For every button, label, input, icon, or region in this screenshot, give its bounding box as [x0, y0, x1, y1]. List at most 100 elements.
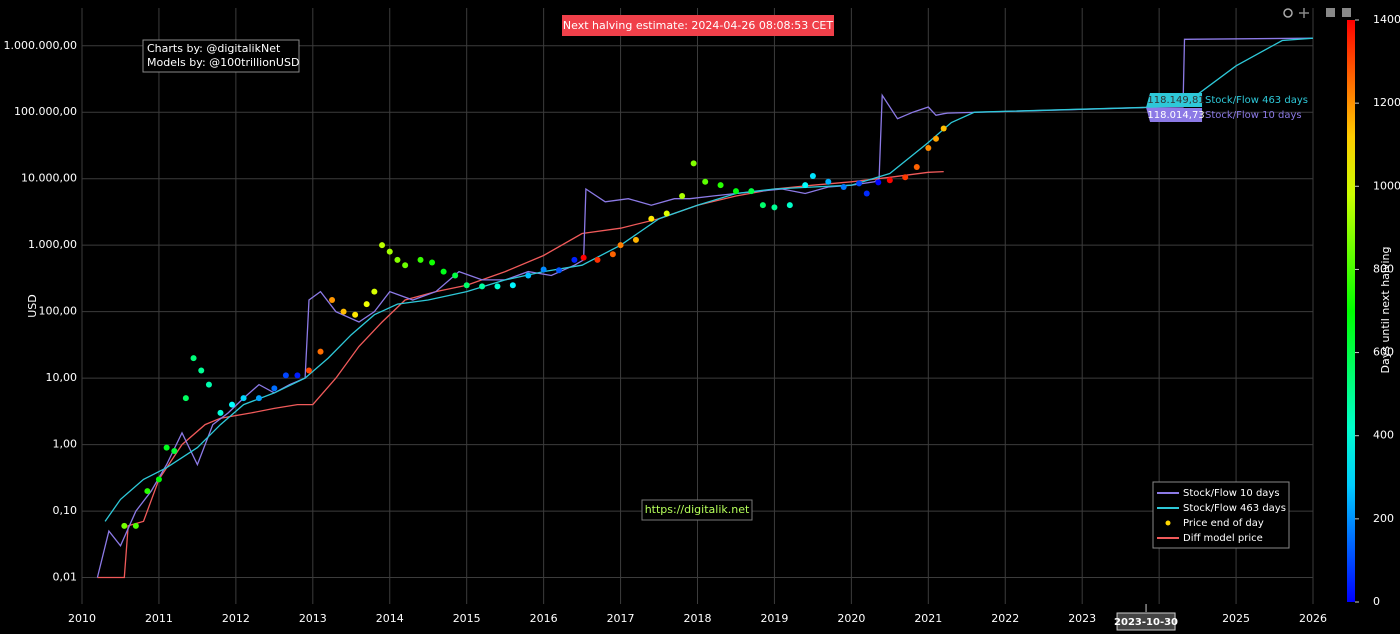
colorbar-tick-label: 400 — [1373, 429, 1394, 442]
hover-x-label: 2023-10-30 — [1114, 617, 1178, 628]
zoom-icon[interactable] — [1283, 8, 1293, 18]
series-line — [104, 37, 1313, 522]
price-point — [205, 381, 212, 388]
price-point — [594, 256, 601, 263]
colorbar-tick-label: 1200 — [1373, 96, 1400, 109]
price-point — [875, 179, 882, 186]
plot-area — [96, 37, 1313, 579]
price-point — [648, 215, 655, 222]
x-tick-label: 2018 — [684, 612, 712, 625]
legend-label: Diff model price — [1183, 533, 1263, 544]
price-point — [340, 308, 347, 315]
series-line — [96, 37, 1313, 578]
price-point — [240, 395, 247, 402]
price-point — [802, 182, 809, 189]
price-point — [679, 192, 686, 199]
price-point — [690, 160, 697, 167]
price-point — [732, 188, 739, 195]
price-point — [352, 311, 359, 318]
price-point — [417, 256, 424, 263]
price-point — [171, 448, 178, 455]
price-point — [556, 267, 563, 274]
colorbar-tick-label: 800 — [1373, 262, 1394, 275]
price-point — [282, 372, 289, 379]
price-point — [617, 242, 624, 249]
hover-value: 118.014,73 — [1147, 110, 1204, 121]
hover-series: Stock/Flow 463 days — [1205, 95, 1308, 106]
x-tick-label: 2013 — [299, 612, 327, 625]
legend-label: Price end of day — [1183, 518, 1264, 529]
price-point — [329, 296, 336, 303]
zoom-in-icon[interactable] — [1326, 8, 1335, 17]
x-tick-label: 2015 — [453, 612, 481, 625]
x-tick-label: 2022 — [991, 612, 1019, 625]
price-point — [394, 256, 401, 263]
price-point — [386, 248, 393, 255]
price-point — [886, 177, 893, 184]
halving-text: Next halving estimate: 2024-04-26 08:08:… — [563, 19, 833, 32]
colorbar-tick-label: 200 — [1373, 512, 1394, 525]
price-point — [571, 256, 578, 263]
price-point — [809, 172, 816, 179]
zoom-out-icon[interactable] — [1342, 8, 1351, 17]
price-point — [771, 204, 778, 211]
credits-line: Models by: @100trillionUSD — [147, 56, 299, 69]
price-point — [940, 125, 947, 132]
price-point — [525, 272, 532, 279]
modebar[interactable] — [1283, 8, 1351, 18]
price-point — [271, 385, 278, 392]
y-tick-label: 0,10 — [53, 504, 78, 517]
price-point — [155, 476, 162, 483]
price-point — [663, 210, 670, 217]
colorbar-tick-label: 1000 — [1373, 179, 1400, 192]
url-text: https://digitalik.net — [645, 503, 750, 516]
price-point — [305, 367, 312, 374]
price-point — [902, 174, 909, 181]
x-tick-label: 2016 — [530, 612, 558, 625]
y-tick-label: 10.000,00 — [21, 172, 77, 185]
price-point — [863, 190, 870, 197]
colorbar-tick-label: 0 — [1373, 595, 1380, 608]
price-point — [786, 202, 793, 209]
hover-value: 118.149,81 — [1147, 95, 1204, 106]
pan-icon[interactable] — [1299, 8, 1309, 18]
y-tick-label: 100.000,00 — [14, 105, 77, 118]
y-tick-label: 1,00 — [53, 438, 78, 451]
price-point — [509, 282, 516, 289]
price-point — [379, 242, 386, 249]
legend-swatch — [1165, 520, 1171, 526]
url-box — [641, 499, 753, 521]
price-point — [121, 522, 128, 529]
x-tick-label: 2011 — [145, 612, 173, 625]
price-point — [255, 395, 262, 402]
legend-label: Stock/Flow 10 days — [1183, 488, 1280, 499]
credits-box — [142, 39, 300, 73]
price-point — [163, 444, 170, 451]
y-axis-title: USD — [26, 294, 39, 318]
price-point — [440, 268, 447, 275]
price-point — [317, 348, 324, 355]
price-point — [363, 301, 370, 308]
x-tick-label: 2010 — [68, 612, 96, 625]
price-point — [144, 488, 151, 495]
price-point — [925, 144, 932, 151]
price-point — [463, 282, 470, 289]
price-point — [294, 372, 301, 379]
price-point — [479, 283, 486, 290]
x-tick-label: 2026 — [1299, 612, 1327, 625]
price-point — [759, 202, 766, 209]
price-point — [182, 395, 189, 402]
price-point — [494, 283, 501, 290]
colorbar-tick-label: 1400 — [1373, 13, 1400, 26]
y-tick-label: 1.000.000,00 — [4, 39, 77, 52]
y-tick-label: 1.000,00 — [28, 238, 77, 251]
price-point — [717, 182, 724, 189]
halving-box — [562, 15, 834, 36]
y-tick-label: 10,00 — [46, 371, 78, 384]
colorbar-title: Days until next halving — [1379, 247, 1392, 374]
x-tick-label: 2019 — [760, 612, 788, 625]
x-tick-label: 2012 — [222, 612, 250, 625]
price-point — [402, 262, 409, 269]
hover-x-box — [1116, 612, 1176, 631]
